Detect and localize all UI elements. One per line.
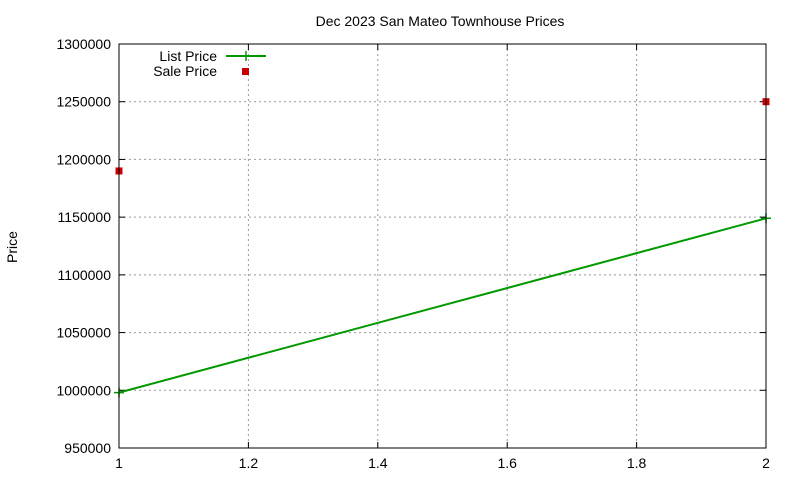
x-tick-label: 1.6 bbox=[497, 455, 517, 471]
plot-frame bbox=[118, 43, 767, 449]
legend-label-list-price: List Price bbox=[159, 48, 217, 64]
x-tick-label: 1.2 bbox=[239, 455, 259, 471]
y-axis-label: Price bbox=[4, 231, 20, 263]
y-tick-label: 1150000 bbox=[58, 209, 112, 225]
y-tick-label: 1000000 bbox=[56, 382, 111, 398]
legend-marker-sale-price bbox=[242, 68, 249, 75]
chart-title: Dec 2023 San Mateo Townhouse Prices bbox=[316, 13, 565, 29]
data-series bbox=[114, 98, 771, 398]
axis-ticks bbox=[118, 43, 767, 449]
x-tick-label: 1.4 bbox=[368, 455, 388, 471]
y-tick-label: 1100000 bbox=[58, 267, 112, 283]
grid bbox=[119, 44, 766, 448]
y-tick-label: 1250000 bbox=[56, 94, 111, 110]
y-tick-label: 950000 bbox=[64, 440, 111, 456]
x-tick-label: 1 bbox=[115, 455, 123, 471]
y-tick-label: 1200000 bbox=[56, 151, 111, 167]
legend-marker-list-price bbox=[241, 51, 251, 61]
legend: List Price Sale Price bbox=[153, 48, 266, 79]
y-tick-label: 1050000 bbox=[56, 325, 111, 341]
list-price-line bbox=[118, 217, 767, 394]
tick-labels: 1 1.2 1.4 1.6 1.8 2 950000 1000000 1050000 110000… bbox=[56, 36, 770, 471]
y-tick-label: 1300000 bbox=[56, 36, 111, 52]
x-tick-label: 1.8 bbox=[627, 455, 647, 471]
x-tick-label: 2 bbox=[762, 455, 770, 471]
legend-label-sale-price: Sale Price bbox=[153, 63, 217, 79]
